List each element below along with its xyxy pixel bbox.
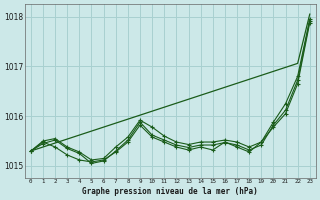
X-axis label: Graphe pression niveau de la mer (hPa): Graphe pression niveau de la mer (hPa) — [83, 187, 258, 196]
